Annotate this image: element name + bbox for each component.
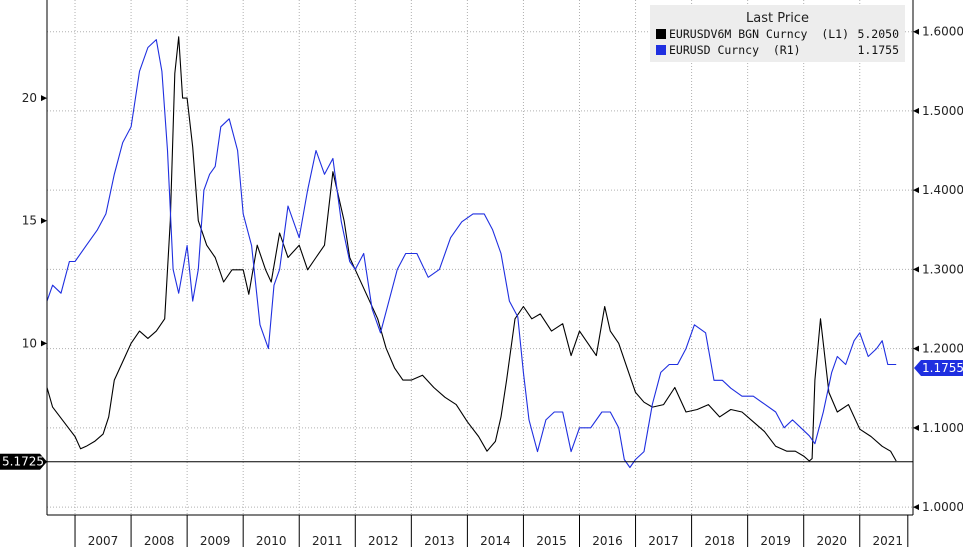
x-tick-label: 2017: [648, 534, 679, 547]
x-tick-label: 2007: [88, 534, 119, 547]
legend-name-l1: EURUSDV6M BGN Curncy (L1): [669, 27, 850, 41]
x-tick-label: 2014: [480, 534, 511, 547]
x-tick-label: 2016: [592, 534, 623, 547]
left-tick-label: 10: [22, 336, 37, 350]
series-line-eurusd: [46, 39, 897, 469]
legend-swatch-l1: [656, 29, 666, 39]
right-value-marker-bg: [914, 360, 963, 377]
right-tick-mark: [913, 28, 919, 35]
left-tick-mark: [41, 95, 47, 102]
right-tick-label: 1.6000: [922, 25, 963, 39]
legend-entry-l1: EURUSDV6M BGN Curncy (L1) 5.2050: [656, 27, 899, 41]
right-tick-label: 1.2000: [922, 342, 963, 356]
x-tick-label: 2011: [312, 534, 343, 547]
x-tick-label: 2018: [704, 534, 735, 547]
right-tick-mark: [913, 345, 919, 352]
x-tick-label: 2021: [873, 534, 904, 547]
series-line-eurusdv6m: [46, 36, 897, 462]
x-tick-label: 2012: [368, 534, 399, 547]
legend-swatch-r1: [656, 45, 666, 55]
legend: Last Price EURUSDV6M BGN Curncy (L1) 5.2…: [650, 5, 905, 62]
x-tick-label: 2009: [200, 534, 231, 547]
x-tick-label: 2008: [144, 534, 175, 547]
x-tick-label: 2010: [256, 534, 287, 547]
right-tick-label: 1.4000: [922, 183, 963, 197]
x-tick-label: 2015: [536, 534, 567, 547]
right-tick-label: 1.0000: [922, 500, 963, 514]
right-tick-label: 1.5000: [922, 104, 963, 118]
reference-label-arrow: [40, 453, 47, 470]
tick-labels: 2007 2008 2009 2010 2011 2012 2013 2014 2015 2016…: [2, 25, 963, 547]
legend-value-r1: 1.1755: [857, 43, 899, 57]
legend-value-l1: 5.2050: [857, 27, 899, 41]
right-value-marker-label: 1.1755: [922, 361, 963, 375]
reference-label-bg: [0, 453, 40, 470]
x-tick-label: 2013: [424, 534, 455, 547]
gridlines: [47, 0, 913, 515]
legend-title: Last Price: [746, 11, 809, 26]
left-tick-mark: [41, 217, 47, 224]
left-tick-label: 20: [22, 91, 37, 105]
x-tick-label: 2019: [760, 534, 791, 547]
left-tick-label: 15: [22, 214, 37, 228]
legend-entry-r1: EURUSD Curncy (R1) 1.1755: [656, 43, 899, 57]
reference-label: 5.1725: [2, 455, 44, 469]
right-tick-mark: [913, 504, 919, 511]
series-lines: [46, 36, 897, 469]
right-tick-mark: [913, 266, 919, 273]
x-tick-label: 2020: [816, 534, 847, 547]
left-tick-mark: [41, 340, 47, 347]
right-tick-mark: [913, 107, 919, 114]
right-tick-label: 1.1000: [922, 421, 963, 435]
right-tick-mark: [913, 187, 919, 194]
right-tick-label: 1.3000: [922, 262, 963, 276]
legend-name-r1: EURUSD Curncy (R1): [669, 43, 801, 57]
right-tick-mark: [913, 424, 919, 431]
